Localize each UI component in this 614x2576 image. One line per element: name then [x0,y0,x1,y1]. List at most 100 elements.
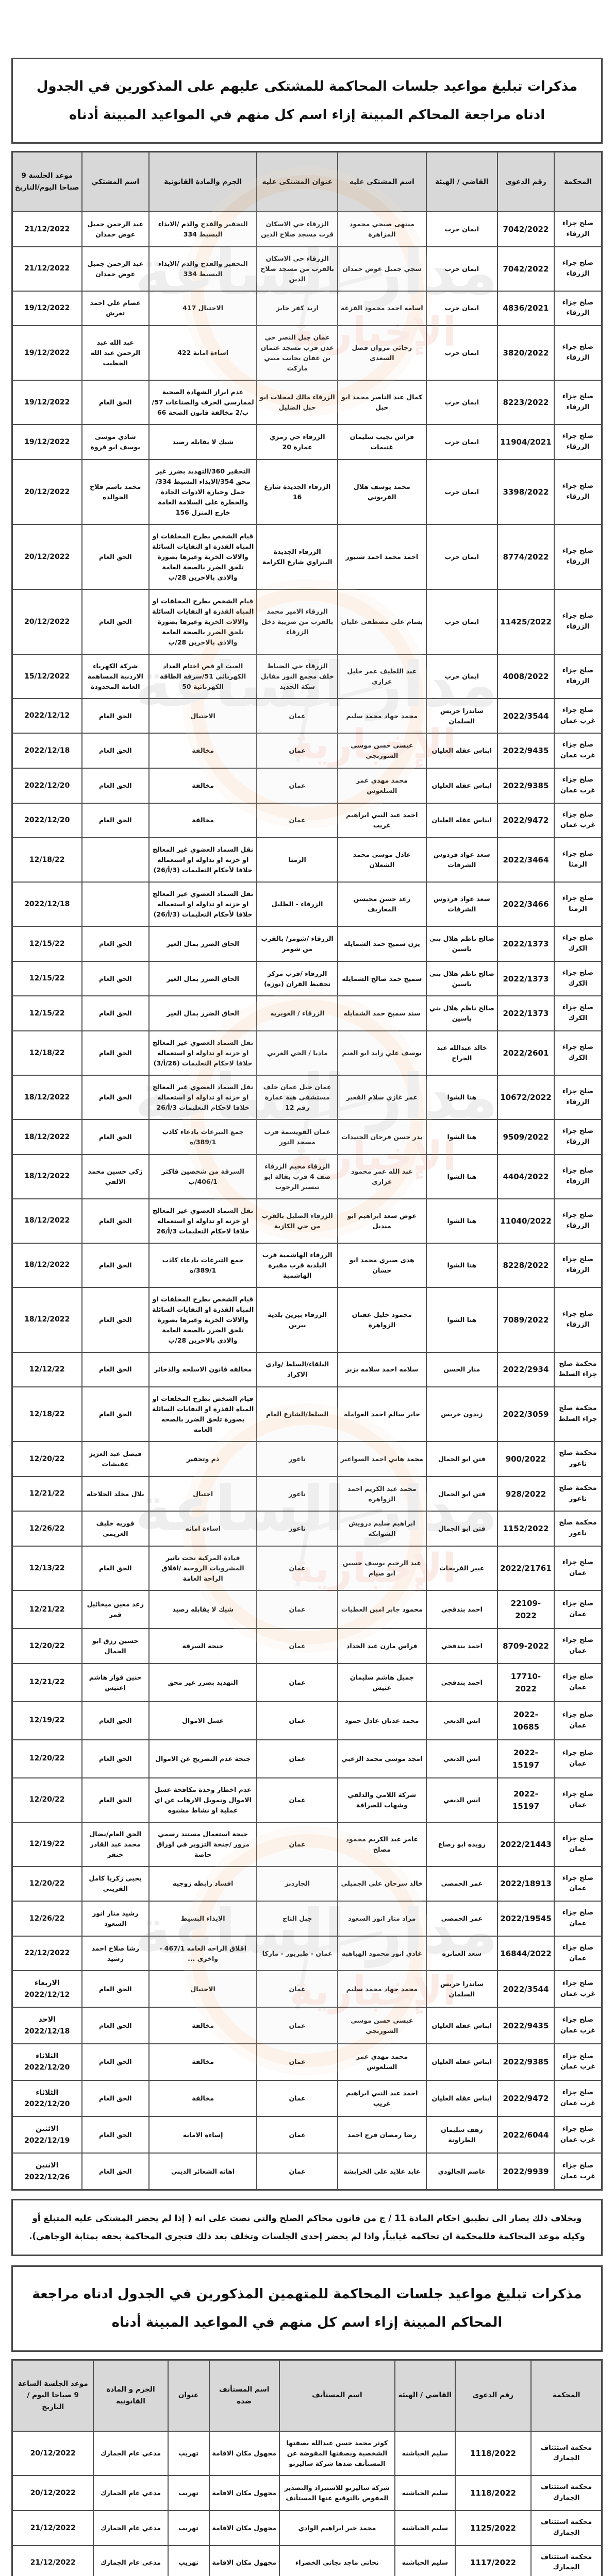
table-cell: الجاردنز [257,1867,338,1902]
section1-title: مذكرات تبليغ مواعيد جلسات المحاكمة للمشت… [11,58,603,144]
table-cell: احمد بندقجي [426,1664,497,1702]
table-cell: زكي حسين محمد الالفي [82,1155,149,1199]
table-cell: عيسى حسن موسى الشوربجي [338,2007,426,2044]
table-cell: 8228/2022 [497,1243,554,1287]
table-cell: 2022/1373 [497,996,554,1031]
table-cell: الحق العام [82,524,149,589]
column-header: عنوان المشتكى عليه [257,152,338,212]
table-cell: اساءة امانه [149,1511,257,1546]
table-cell: 7042/2022 [497,212,554,247]
table-cell: صلح جزاء غرب عمان [554,1971,602,2007]
table-cell: سعد العنانزه [426,1936,497,1971]
table-cell: صلح جزاء الزرقاء [554,1155,602,1199]
table-cell: صلح جزاء الزرقاء [554,380,602,425]
table-cell: صلح جزاء الكرك [554,961,602,996]
table-cell: مجهول مكان الاقامة [209,2546,279,2576]
table-cell: 2022/3544 [497,699,554,734]
table-cell: ايمان حرب [426,524,497,589]
table-cell: هنا الشوا [426,1199,497,1243]
table-cell: 12/20/22 [12,1740,82,1778]
table-cell: ايمان حرب [426,291,497,326]
table-cell: 7042/2022 [497,247,554,291]
table-cell: زيدون خريس [426,1387,497,1442]
table-cell: صالح ناظم هلال بني ياسين [426,926,497,961]
column-header: موعد الجلسة 9 صباحا اليوم/التاريخ [12,152,82,212]
table-cell: صلح جزاء عمان [554,1778,602,1822]
section1-legal-note: وبخلاف ذلك يصار الى تطبيق احكام المادة 1… [11,2199,603,2256]
table-cell: احمد بندقجي [426,1629,497,1664]
column-header: اسم المشتكي [82,152,149,212]
table-cell: رعد حسن محيسن المعاريف [338,882,426,926]
table-cell: ايمان حرب [426,654,497,699]
table-cell: ايمان حرب [426,380,497,425]
column-header: القاضي / الهيئة [395,2360,455,2431]
table-cell: هنا الشوا [426,1075,497,1120]
table-cell: 7089/2022 [497,1287,554,1352]
table-cell: محكمة صلح ناعور [554,1442,602,1477]
table-cell: جمع التبرعات بادعاء كاذب 389/1/ه [149,1120,257,1155]
table-cell: الحق العام [82,1120,149,1155]
table-cell: رشيد منار انور السعود [82,1901,149,1936]
table-cell: ساندرا جريس السلمان [426,1971,497,2007]
table-cell: مدعي عام الجمارك [93,2546,168,2576]
table-cell: 2022/19545 [497,1901,554,1936]
table-cell: عمان [257,733,338,768]
table-cell: مجهول مكان الاقامة [209,2511,279,2546]
table-cell: 2022/6044 [497,2116,554,2153]
table-cell: فيصل عبد العزيز عفيشات [82,1442,149,1477]
table-cell: صلح جزاء غرب عمان [554,2116,602,2153]
table-cell: سميح حمد صالح الشمايله [338,961,426,996]
table-cell: رضا رمضان فرج احمد [338,2116,426,2153]
table-cell: غسل الاموال [149,1702,257,1740]
table-cell: الزرقاء الضليل بالقرب من حي الكازية [257,1199,338,1243]
table-cell: الاحتيال [149,699,257,734]
table-cell: الحق العام [82,589,149,654]
table-cell: شيك لا يقابله رصيد [149,1590,257,1629]
table-cell: ايمان حرب [426,326,497,380]
table-cell: ذم وتحقير [149,1442,257,1477]
table-cell: يوسف علي زايد ابو الغنم [338,1031,426,1075]
table-cell: هنا الشوا [426,1155,497,1199]
table-cell: عمان [257,1778,338,1822]
table-cell: انس الدبعي [426,1702,497,1740]
table-cell: صلح جزاء الزرقاء [554,1120,602,1155]
table-cell: مجهول مكان الاقامة [209,2476,279,2511]
table-cell: 12/20/22 [12,1778,82,1822]
table-cell: نقل السماد العضوي غير المعالج او خزنه او… [149,1075,257,1120]
table-cell: عابد علايد علي الخرابشة [338,2153,426,2190]
table-cell: 12/18/22 [12,838,82,882]
table-cell: 12/15/22 [12,926,82,961]
table-cell: 22/12/2022 [12,1936,82,1971]
table-cell: 21/12/2022 [12,2546,94,2576]
table-cell: مخالفة [149,768,257,803]
column-header: رقم الدعوى [497,152,554,212]
table-cell: 18/12/2022 [12,1199,82,1243]
table-cell: صلح جزاء الزرقاء [554,1075,602,1120]
table-cell: الحاق الضرر بمال الغير [149,926,257,961]
table-cell: صلح جزاء عمان [554,1629,602,1664]
table-cell: عامر عبد الكريم محمود مصلح [338,1822,426,1867]
table-cell: اهانه الشعائر الديني [149,2153,257,2190]
table-cell: ايمان حرب [426,425,497,460]
table-cell: 2022/3464 [497,838,554,882]
table-cell: الحق العام [82,1971,149,2007]
table-cell: 12/18/22 [12,1387,82,1442]
table-cell: 12/26/22 [12,1511,82,1546]
table-cell [82,838,149,882]
table-cell: 9509/2022 [497,1120,554,1155]
column-header: المحكمة [554,152,602,212]
table-cell: منتهى صبحي محمود المزاهرة [338,212,426,247]
table-cell: صلح جزاء الرمثا [554,882,602,926]
table-cell: محمد باسم فلاح الخوالده [82,460,149,524]
table-cell: الحق العام [82,768,149,803]
